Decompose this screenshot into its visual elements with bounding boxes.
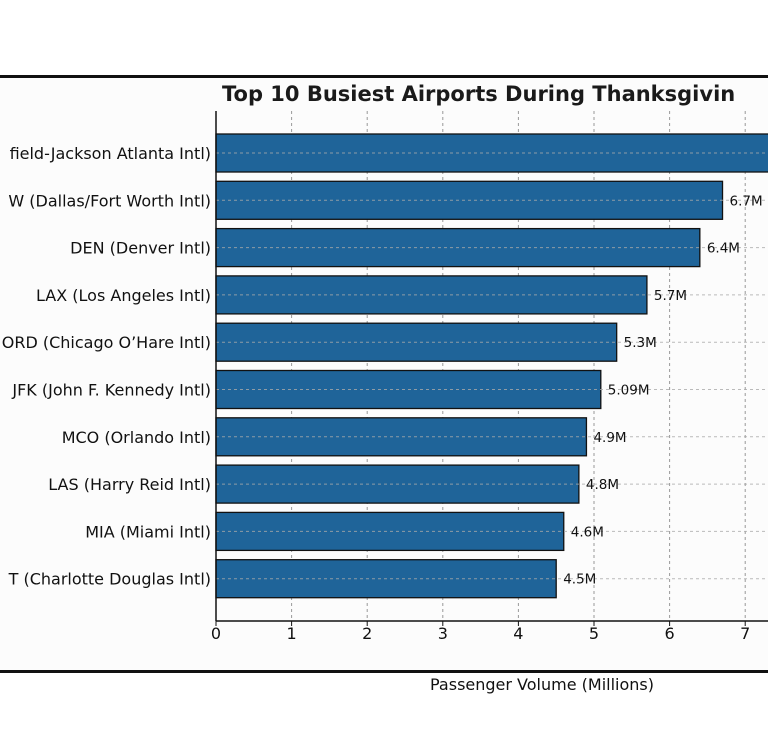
- x-tick-label: 7: [740, 624, 750, 643]
- data-label: 4.5M: [563, 572, 596, 588]
- category-label: DEN (Denver Intl): [70, 239, 211, 258]
- category-label: field-Jackson Atlanta Intl): [10, 144, 211, 163]
- category-label: ORD (Chicago O’Hare Intl): [2, 333, 211, 352]
- category-label: MCO (Orlando Intl): [62, 428, 211, 447]
- chart-title: Top 10 Busiest Airports During Thanksgiv…: [222, 82, 736, 106]
- x-tick-label: 2: [362, 624, 372, 643]
- category-label: W (Dallas/Fort Worth Intl): [8, 191, 211, 210]
- category-label: JFK (John F. Kennedy Intl): [11, 381, 211, 400]
- data-label: 5.7M: [654, 288, 687, 304]
- x-tick-label: 4: [513, 624, 523, 643]
- x-tick-label: 1: [287, 624, 297, 643]
- x-tick-label: 6: [665, 624, 675, 643]
- category-label: MIA (Miami Intl): [85, 522, 211, 541]
- x-tick-label: 3: [438, 624, 448, 643]
- data-label: 4.9M: [593, 430, 626, 446]
- data-label: 6.7M: [730, 193, 763, 209]
- x-tick-label: 5: [589, 624, 599, 643]
- category-label: LAX (Los Angeles Intl): [36, 286, 211, 305]
- data-label: 5.09M: [608, 383, 650, 399]
- category-label: LAS (Harry Reid Intl): [48, 475, 211, 494]
- data-label: 6.4M: [707, 241, 740, 257]
- x-axis-label: Passenger Volume (Millions): [430, 675, 654, 694]
- x-tick-label: 0: [211, 624, 221, 643]
- bar: [215, 275, 648, 315]
- data-label: 5.3M: [624, 335, 657, 351]
- data-label: 4.6M: [571, 524, 604, 540]
- data-label: 4.8M: [586, 477, 619, 493]
- category-label: T (Charlotte Douglas Intl): [8, 570, 211, 589]
